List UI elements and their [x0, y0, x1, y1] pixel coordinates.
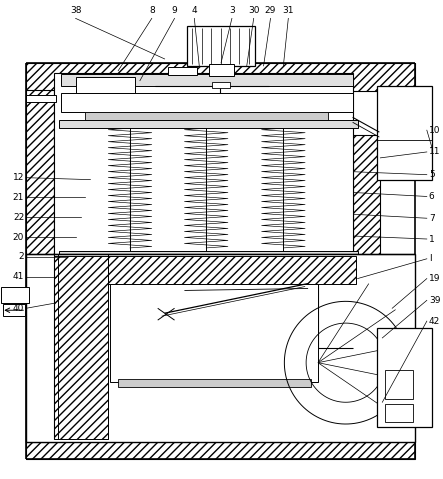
- Text: 4: 4: [191, 6, 197, 15]
- Text: 2: 2: [19, 252, 24, 262]
- Text: 8: 8: [149, 6, 155, 15]
- Text: 3: 3: [229, 6, 235, 15]
- Text: 19: 19: [429, 274, 440, 283]
- Bar: [59, 251, 358, 261]
- Bar: [26, 254, 415, 442]
- Bar: [385, 404, 413, 422]
- Bar: [76, 77, 135, 92]
- Text: 42: 42: [429, 317, 440, 326]
- Bar: [209, 64, 234, 76]
- Text: 40: 40: [13, 304, 24, 313]
- Bar: [59, 120, 358, 128]
- Text: 12: 12: [13, 173, 24, 182]
- Bar: [26, 63, 415, 91]
- Text: 10: 10: [429, 125, 440, 135]
- Text: I: I: [429, 254, 431, 263]
- Bar: [26, 90, 54, 442]
- Text: 21: 21: [13, 193, 24, 202]
- Text: 20: 20: [13, 232, 24, 241]
- Text: 38: 38: [70, 6, 82, 15]
- Bar: [167, 67, 197, 75]
- Text: 9: 9: [171, 6, 177, 15]
- Bar: [377, 328, 432, 427]
- Bar: [61, 74, 353, 86]
- Text: 30: 30: [248, 6, 260, 15]
- Bar: [26, 441, 415, 459]
- Text: 22: 22: [13, 213, 24, 222]
- Bar: [110, 284, 318, 382]
- Bar: [54, 256, 108, 439]
- Text: 41: 41: [13, 272, 24, 281]
- Text: 29: 29: [265, 6, 276, 15]
- Bar: [385, 370, 413, 399]
- Bar: [187, 26, 255, 66]
- Text: 6: 6: [429, 192, 435, 201]
- Bar: [54, 73, 353, 259]
- Bar: [4, 304, 25, 316]
- Bar: [377, 86, 432, 180]
- Text: 39: 39: [429, 296, 440, 305]
- Bar: [212, 82, 230, 88]
- Bar: [353, 135, 381, 442]
- Text: 11: 11: [429, 148, 440, 157]
- Text: 31: 31: [283, 6, 294, 15]
- Bar: [85, 113, 328, 120]
- Text: 1: 1: [429, 235, 435, 243]
- Bar: [26, 94, 56, 103]
- Bar: [1, 287, 29, 303]
- Text: 5: 5: [429, 170, 435, 179]
- Bar: [108, 256, 356, 284]
- Bar: [118, 379, 311, 388]
- Text: 7: 7: [429, 214, 435, 223]
- Bar: [61, 92, 353, 113]
